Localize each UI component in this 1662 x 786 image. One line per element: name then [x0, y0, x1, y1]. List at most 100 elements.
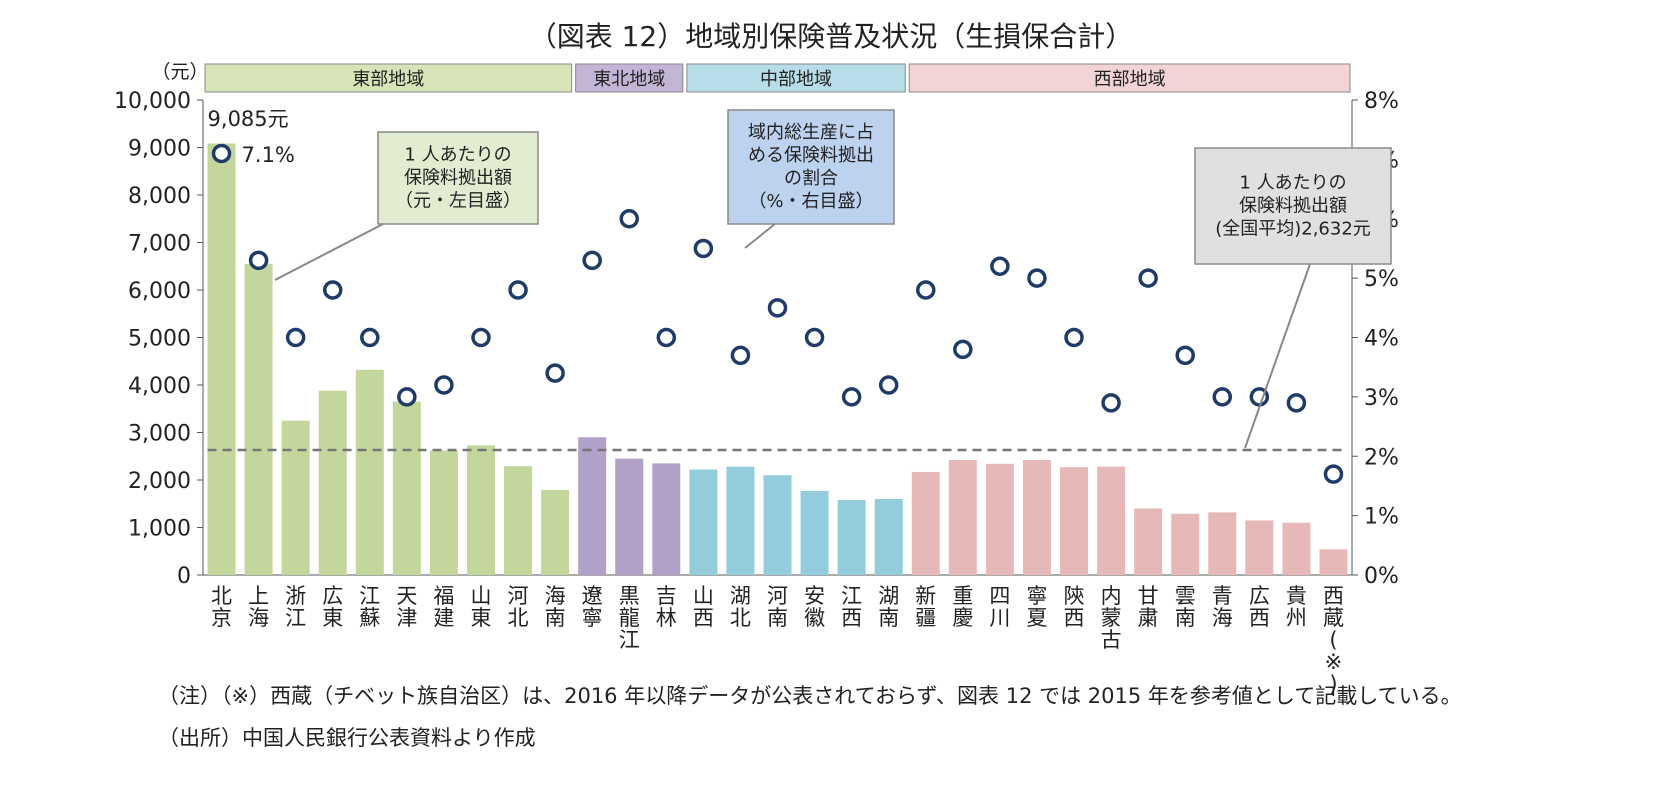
category-label: 新疆 — [915, 584, 936, 630]
annotation-top-value: 9,085元 — [208, 107, 289, 131]
region-band — [686, 63, 906, 93]
right-tick-label: 8% — [1364, 89, 1399, 114]
right-tick-label: 4% — [1364, 327, 1399, 352]
ratio-point — [1212, 387, 1233, 407]
category-label: 湖北 — [730, 584, 751, 630]
ratio-point — [767, 298, 788, 318]
left-tick-label: 1,000 — [128, 517, 191, 542]
right-tick-label: 1% — [1364, 505, 1399, 530]
callout-avg-box — [1194, 147, 1392, 265]
bar — [318, 390, 347, 575]
bar — [948, 460, 977, 575]
ratio-point — [582, 250, 602, 271]
category-label: 西蔵(※) — [1323, 584, 1344, 696]
ratio-point — [878, 375, 899, 395]
ratio-point — [953, 339, 973, 360]
ratio-point — [1101, 393, 1121, 413]
callout-ratio-text: の割合 — [784, 168, 838, 189]
left-tick-label: 6,000 — [128, 279, 191, 304]
category-label: 上海 — [248, 584, 269, 630]
ratio-point — [1027, 268, 1047, 288]
left-tick-label: 7,000 — [128, 232, 191, 257]
category-label: 寧夏 — [1026, 584, 1047, 630]
bar — [281, 420, 310, 575]
ratio-point — [1064, 327, 1084, 348]
category-label: 広東 — [322, 584, 343, 630]
ratio-point — [619, 209, 639, 229]
ratio-point — [656, 327, 677, 348]
bar — [392, 401, 421, 575]
ratio-point — [397, 387, 417, 407]
region-band — [204, 63, 573, 93]
bar — [689, 469, 718, 575]
callout-ratio-box — [727, 109, 895, 225]
category-label: 四川 — [989, 584, 1010, 630]
bar — [466, 445, 495, 575]
bar — [355, 369, 384, 575]
callout-bar-leader — [274, 223, 384, 281]
chart-source: （出所）中国人民銀行公表資料より作成 — [158, 726, 536, 750]
bar — [800, 490, 829, 575]
ratio-point — [545, 363, 565, 383]
bar — [1319, 549, 1348, 575]
left-tick-label: 5,000 — [128, 327, 191, 352]
category-label: 陝西 — [1064, 584, 1085, 630]
bar — [615, 458, 644, 575]
ratio-point — [471, 327, 491, 348]
region-label: 東北地域 — [593, 69, 665, 90]
category-label: 吉林 — [656, 584, 677, 630]
bar — [1208, 512, 1237, 575]
ratio-point — [1323, 464, 1344, 484]
region-label: 西部地域 — [1094, 69, 1166, 90]
ratio-point — [1138, 268, 1158, 288]
bar — [504, 466, 533, 575]
ratio-point — [434, 375, 454, 395]
bar — [578, 437, 607, 575]
callout-avg-text: (全国平均)2,632元 — [1215, 219, 1371, 240]
bar — [726, 466, 755, 575]
ratio-point — [248, 250, 269, 271]
annotation-top-pct: 7.1% — [242, 143, 295, 167]
category-label: 浙江 — [285, 584, 306, 630]
ratio-point — [360, 327, 380, 348]
callout-ratio-text: （%・右目盛） — [748, 191, 873, 212]
callout-ratio-text: める保険料拠出 — [748, 145, 874, 166]
category-label: 北京 — [211, 584, 232, 630]
category-label: 福建 — [433, 584, 454, 630]
left-tick-label: 4,000 — [128, 374, 191, 399]
ratio-point — [322, 280, 343, 300]
category-label: 天津 — [396, 584, 417, 630]
ratio-point — [1175, 345, 1195, 366]
bar — [1245, 520, 1274, 575]
bar — [837, 499, 866, 575]
bar — [985, 463, 1014, 575]
category-label: 青海 — [1212, 584, 1233, 630]
right-tick-label: 3% — [1364, 386, 1399, 411]
category-label: 甘粛 — [1138, 584, 1159, 630]
left-tick-label: 9,000 — [128, 137, 191, 162]
ratio-point — [841, 387, 862, 407]
bar — [763, 475, 792, 575]
bar — [207, 143, 236, 575]
bar — [1134, 508, 1163, 575]
region-band — [575, 63, 684, 93]
category-label: 湖南 — [878, 584, 899, 630]
chart-title: （図表 12）地域別保険普及状況（生損保合計） — [529, 20, 1134, 53]
category-label: 山東 — [470, 584, 491, 630]
category-label: 遼寧 — [582, 584, 603, 630]
bar — [1171, 513, 1200, 575]
callout-bar-box — [377, 131, 539, 225]
left-axis-unit: （元） — [151, 61, 208, 83]
category-label: 河北 — [508, 584, 529, 630]
category-label: 内蒙古 — [1101, 584, 1122, 652]
ratio-point — [990, 256, 1010, 276]
bar — [429, 450, 458, 575]
callout-avg-text: 1 人あたりの — [1239, 173, 1346, 194]
bar — [911, 471, 940, 575]
category-label: 黒龍江 — [619, 584, 640, 652]
callout-bar-text: 保険料拠出額 — [404, 168, 512, 189]
region-label: 中部地域 — [760, 69, 832, 90]
ratio-point — [916, 280, 936, 300]
ratio-point — [211, 143, 232, 164]
